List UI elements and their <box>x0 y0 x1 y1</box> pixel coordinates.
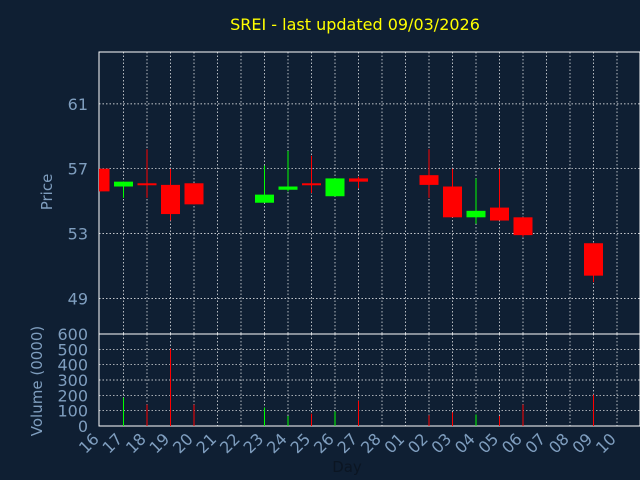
price-panel: 49 53 57 61 <box>68 51 640 335</box>
candle <box>114 181 133 198</box>
candle <box>302 155 321 193</box>
price-tick-label: 49 <box>68 289 88 308</box>
volume-tick-label: 400 <box>57 356 88 375</box>
candle <box>584 243 603 283</box>
candle <box>137 149 157 198</box>
candle <box>325 178 345 197</box>
candle <box>349 176 368 189</box>
price-tick-label: 53 <box>68 225 88 244</box>
candle <box>184 183 204 205</box>
candle <box>278 150 298 192</box>
volume-tick-label: 500 <box>57 340 88 359</box>
candle-body <box>137 183 157 186</box>
candle-body <box>584 243 603 276</box>
volume-tick-label: 0 <box>78 417 88 436</box>
volume-axis-label: Volume (0000) <box>28 326 46 436</box>
candle-body <box>114 181 133 187</box>
candle-body <box>513 217 533 236</box>
candle-body <box>443 186 462 218</box>
candle-body <box>302 183 321 186</box>
candle-body <box>349 178 368 182</box>
price-tick-label: 57 <box>68 160 88 179</box>
candle-body <box>490 207 509 221</box>
candle-body <box>255 194 274 203</box>
volume-panel: 1617181920212223242526272801020304050607… <box>57 325 640 457</box>
price-axis-label: Price <box>38 174 56 211</box>
candle-body <box>419 175 439 185</box>
candle <box>161 168 180 221</box>
candle <box>99 168 110 192</box>
candle <box>443 168 462 218</box>
candle-body <box>161 184 180 215</box>
candle-body <box>325 178 345 197</box>
volume-tick-label: 100 <box>57 402 88 421</box>
price-tick-label: 61 <box>68 95 88 114</box>
candle-body <box>278 186 298 190</box>
candle <box>255 165 274 203</box>
price-plot-area <box>98 51 640 335</box>
candle-body <box>466 210 486 218</box>
volume-tick-label: 300 <box>57 371 88 390</box>
candle <box>466 178 486 224</box>
candle-body <box>184 183 204 205</box>
candle <box>490 168 509 221</box>
chart-title: SREI - last updated 09/03/2026 <box>230 15 480 34</box>
candle <box>419 149 439 198</box>
volume-tick-label: 600 <box>57 325 88 344</box>
x-axis-label: Day <box>332 458 362 476</box>
volume-tick-label: 200 <box>57 386 88 405</box>
candle <box>513 217 533 237</box>
candle-body <box>99 168 110 192</box>
